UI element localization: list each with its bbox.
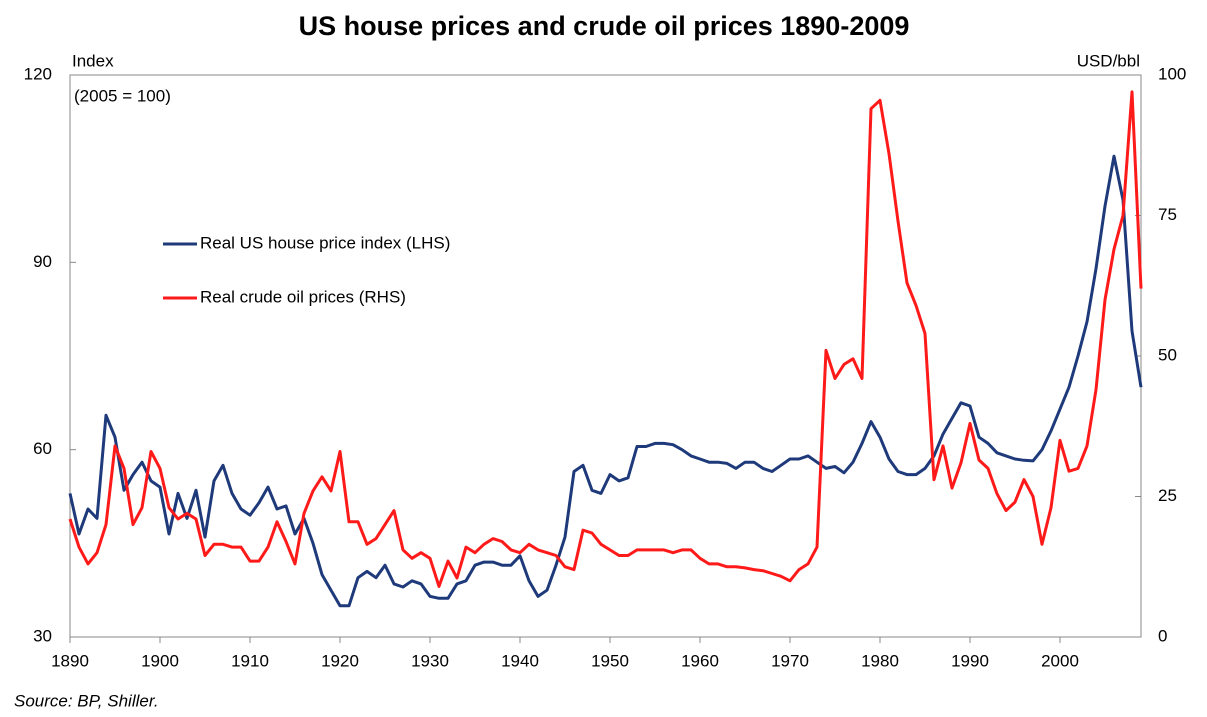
x-tick-label: 1960 <box>681 651 719 670</box>
y2-tick-label: 50 <box>1158 345 1177 364</box>
series-line <box>68 154 1143 608</box>
y2-tick-label: 100 <box>1158 64 1186 83</box>
x-tick-label: 1900 <box>141 651 179 670</box>
x-tick-label: 1970 <box>771 651 809 670</box>
y-tick-label: 120 <box>24 64 52 83</box>
plot-frame <box>69 74 1142 638</box>
y-axis-sublabel: (2005 = 100) <box>74 86 171 105</box>
y2-tick-label: 0 <box>1158 626 1167 645</box>
x-tick-label: 1990 <box>951 651 989 670</box>
x-tick-label: 1890 <box>51 651 89 670</box>
x-tick-label: 1930 <box>411 651 449 670</box>
y2-tick-label: 75 <box>1158 205 1177 224</box>
source: Source: BP, Shiller. <box>14 691 159 710</box>
y-tick-label: 60 <box>33 439 52 458</box>
series-line <box>68 90 1143 588</box>
x-tick-label: 1980 <box>861 651 899 670</box>
y-tick-label: 30 <box>33 626 52 645</box>
x-tick-label: 1950 <box>591 651 629 670</box>
y-axis-label: Index <box>72 51 114 70</box>
y-tick-label: 90 <box>33 252 52 271</box>
y2-axis-label: USD/bbl <box>1077 51 1140 70</box>
y2-tick-label: 25 <box>1158 486 1177 505</box>
legend-label: Real crude oil prices (RHS) <box>200 287 406 306</box>
x-tick-label: 1920 <box>321 651 359 670</box>
chart-title: US house prices and crude oil prices 189… <box>299 11 910 41</box>
x-tick-label: 1910 <box>231 651 269 670</box>
legend-label: Real US house price index (LHS) <box>200 233 450 252</box>
x-tick-label: 1940 <box>501 651 539 670</box>
x-tick-label: 2000 <box>1041 651 1079 670</box>
